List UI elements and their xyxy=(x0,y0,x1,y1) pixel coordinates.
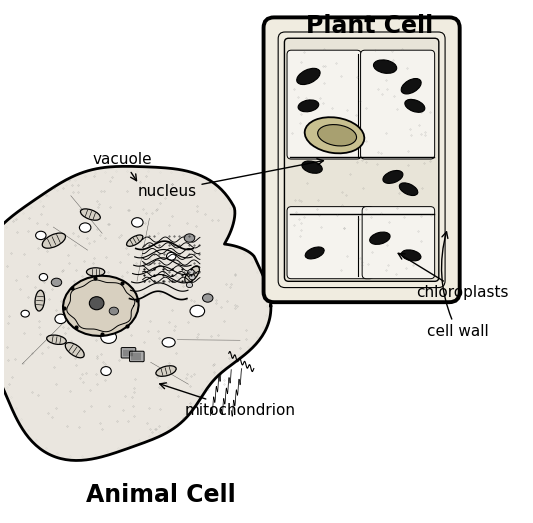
FancyBboxPatch shape xyxy=(285,38,439,281)
Text: vacuole: vacuole xyxy=(93,152,152,180)
Polygon shape xyxy=(0,166,271,460)
Ellipse shape xyxy=(80,209,100,220)
Ellipse shape xyxy=(63,276,139,336)
Ellipse shape xyxy=(109,307,118,315)
FancyBboxPatch shape xyxy=(287,50,361,159)
Ellipse shape xyxy=(47,335,66,345)
Ellipse shape xyxy=(203,294,213,302)
Ellipse shape xyxy=(297,69,320,85)
Ellipse shape xyxy=(185,266,199,283)
Text: Animal Cell: Animal Cell xyxy=(86,483,236,507)
Ellipse shape xyxy=(166,253,176,260)
Ellipse shape xyxy=(399,183,418,196)
Ellipse shape xyxy=(302,161,322,173)
Ellipse shape xyxy=(36,231,46,240)
Ellipse shape xyxy=(101,367,111,376)
Ellipse shape xyxy=(190,305,205,317)
Ellipse shape xyxy=(101,331,117,344)
Ellipse shape xyxy=(79,223,91,232)
FancyBboxPatch shape xyxy=(362,207,434,279)
Ellipse shape xyxy=(383,170,403,184)
Ellipse shape xyxy=(21,310,29,317)
Ellipse shape xyxy=(184,234,195,242)
Text: nucleus: nucleus xyxy=(138,159,324,199)
FancyBboxPatch shape xyxy=(263,17,459,302)
Ellipse shape xyxy=(401,78,421,94)
Ellipse shape xyxy=(86,268,104,276)
Ellipse shape xyxy=(318,124,357,146)
Ellipse shape xyxy=(90,297,104,310)
Ellipse shape xyxy=(126,235,143,246)
Ellipse shape xyxy=(132,218,143,227)
Ellipse shape xyxy=(65,343,84,358)
Ellipse shape xyxy=(405,99,425,112)
Ellipse shape xyxy=(51,278,62,287)
Ellipse shape xyxy=(39,274,47,281)
Ellipse shape xyxy=(42,233,66,248)
Ellipse shape xyxy=(370,232,390,244)
FancyBboxPatch shape xyxy=(121,348,136,358)
FancyBboxPatch shape xyxy=(361,50,434,159)
Ellipse shape xyxy=(401,250,421,261)
Ellipse shape xyxy=(55,314,67,324)
Text: cell wall: cell wall xyxy=(427,232,489,339)
Ellipse shape xyxy=(35,290,45,311)
Ellipse shape xyxy=(156,366,176,377)
Ellipse shape xyxy=(189,275,195,280)
Text: chloroplasts: chloroplasts xyxy=(398,253,509,300)
Ellipse shape xyxy=(298,100,319,112)
FancyBboxPatch shape xyxy=(130,351,144,361)
Ellipse shape xyxy=(188,269,194,275)
Text: Plant Cell: Plant Cell xyxy=(306,14,433,38)
Ellipse shape xyxy=(305,117,364,153)
Ellipse shape xyxy=(162,338,175,347)
Ellipse shape xyxy=(187,282,192,288)
Ellipse shape xyxy=(305,247,324,259)
FancyBboxPatch shape xyxy=(287,207,374,279)
Text: mitochondrion: mitochondrion xyxy=(160,383,295,418)
Ellipse shape xyxy=(374,60,397,73)
